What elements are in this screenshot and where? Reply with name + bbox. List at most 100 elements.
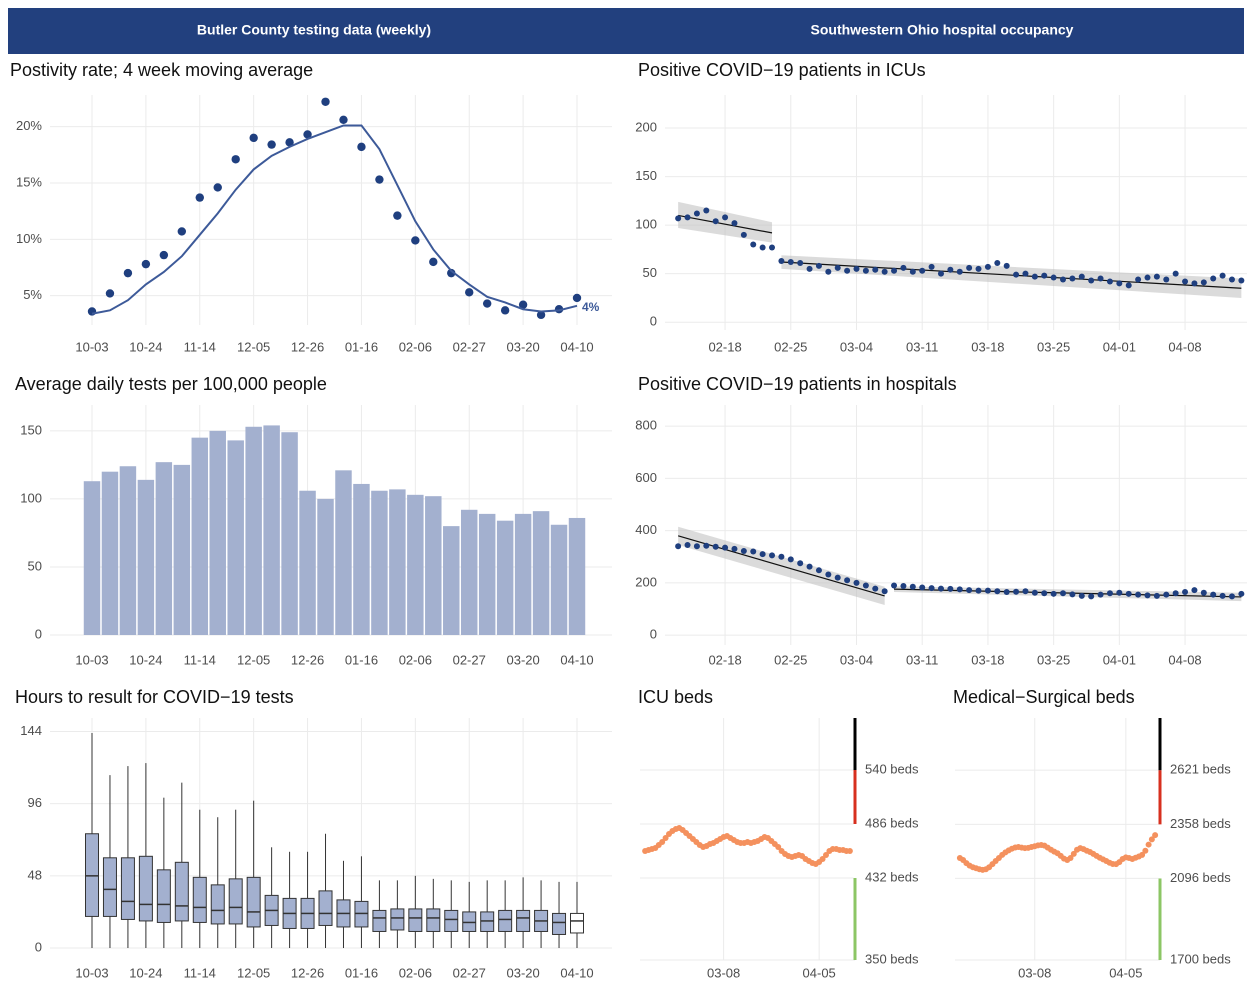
x-tick-label: 04-08 (1168, 652, 1201, 667)
x-tick-label: 04-10 (560, 965, 593, 980)
box (102, 857, 117, 917)
header-bar (8, 8, 1244, 54)
point (956, 268, 963, 275)
point (482, 299, 492, 308)
point (518, 300, 528, 309)
chart-title: Positive COVID−19 patients in ICUs (638, 60, 926, 80)
point (662, 835, 669, 841)
x-tick-label: 03-11 (906, 339, 938, 354)
point (947, 266, 954, 273)
point (1144, 592, 1151, 599)
box (552, 912, 567, 935)
point (815, 262, 822, 269)
point (740, 231, 747, 238)
y-tick-label: 0 (650, 314, 657, 329)
point (853, 579, 860, 586)
bar (83, 481, 101, 635)
point (536, 310, 546, 320)
x-tick-label: 03-04 (840, 339, 873, 354)
x-tick-label: 04-01 (1103, 339, 1136, 354)
box (120, 857, 135, 920)
bar (496, 520, 514, 635)
point (1070, 850, 1077, 857)
box (228, 878, 243, 925)
x-tick-label: 01-16 (345, 339, 378, 354)
threshold-zone (1158, 824, 1162, 879)
point (1182, 278, 1189, 285)
point (787, 259, 794, 266)
point (975, 265, 982, 272)
x-tick-label: 02-18 (708, 652, 741, 667)
point (1031, 273, 1038, 280)
point (249, 133, 258, 143)
box (480, 911, 495, 932)
point (919, 267, 926, 274)
y-tick-label: 2096 beds (1170, 870, 1231, 885)
y-tick-label: 15% (16, 174, 42, 189)
box (408, 908, 423, 932)
bar (353, 483, 370, 635)
point (1003, 262, 1010, 269)
point (994, 588, 1001, 595)
x-tick-label: 03-20 (506, 652, 539, 667)
right-header: Southwestern Ohio hospital occupancy (811, 22, 1074, 38)
y-tick-label: 432 beds (865, 869, 919, 884)
point (1148, 836, 1155, 843)
box (174, 861, 189, 922)
point (966, 264, 973, 271)
point (815, 567, 822, 574)
point (937, 270, 944, 277)
y-tick-label: 2621 beds (1170, 762, 1231, 777)
point (846, 848, 853, 854)
x-tick-label: 04-01 (1103, 652, 1136, 667)
x-tick-label: 03-04 (840, 652, 873, 667)
y-tick-label: 0 (35, 939, 42, 954)
point (947, 585, 954, 592)
point (1210, 275, 1217, 282)
point (231, 155, 240, 164)
point (1067, 854, 1074, 861)
y-tick-label: 350 beds (865, 951, 919, 966)
x-tick-label: 10-03 (75, 339, 108, 354)
box (462, 911, 477, 932)
point (759, 244, 766, 251)
point (123, 268, 133, 278)
point (928, 263, 935, 270)
point (1200, 589, 1207, 596)
y-tick-label: 144 (20, 723, 42, 738)
point (1228, 593, 1235, 600)
bar (137, 479, 155, 635)
point (872, 266, 879, 273)
point (1097, 275, 1104, 282)
bar (550, 524, 568, 635)
point (1125, 590, 1132, 597)
point (834, 264, 841, 271)
point (806, 265, 813, 272)
threshold-zone (1158, 718, 1162, 771)
x-tick-label: 11-14 (184, 339, 216, 354)
y-tick-label: 0 (35, 626, 42, 641)
x-tick-label: 01-16 (345, 652, 378, 667)
point (769, 552, 776, 559)
confidence-band (894, 586, 1242, 602)
y-tick-label: 486 beds (865, 815, 919, 830)
point (411, 236, 420, 245)
point (1116, 280, 1123, 287)
x-tick-label: 03-20 (506, 965, 539, 980)
point (787, 556, 794, 563)
x-tick-label: 03-11 (906, 652, 938, 667)
point (984, 587, 991, 594)
x-tick-label: 10-03 (75, 965, 108, 980)
box (318, 890, 333, 926)
threshold-zone (1158, 770, 1162, 825)
point (909, 268, 916, 275)
point (447, 268, 456, 278)
point (195, 193, 204, 202)
point (1041, 590, 1048, 597)
point (1003, 588, 1010, 595)
bar (227, 440, 244, 635)
point (778, 553, 785, 560)
x-tick-label: 02-06 (399, 339, 432, 354)
point (572, 293, 582, 303)
point (1088, 593, 1095, 600)
